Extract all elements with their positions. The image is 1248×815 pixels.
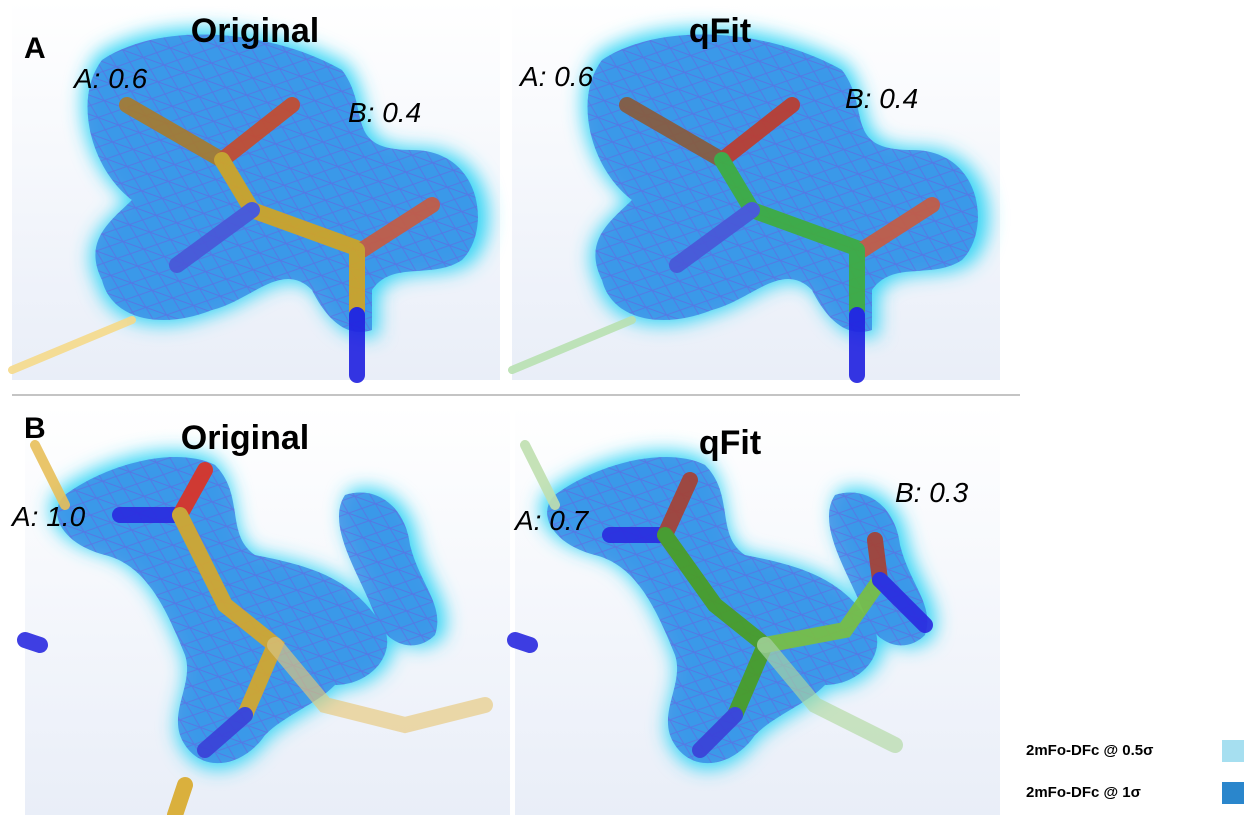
view-title: Original bbox=[181, 419, 309, 457]
view-image bbox=[25, 405, 510, 815]
occupancy-label: A: 0.6 bbox=[72, 63, 148, 94]
legend-label: 2mFo-DFc @ 1σ bbox=[1026, 784, 1141, 801]
legend: 2mFo-DFc @ 0.5σ 2mFo-DFc @ 1σ bbox=[1026, 740, 1244, 804]
legend-swatch bbox=[1222, 740, 1244, 762]
occupancy-label: A: 1.0 bbox=[10, 501, 86, 532]
occupancy-label: B: 0.4 bbox=[845, 83, 918, 114]
figure: A Original A: 0.6 B: 0.4 qFit A: 0.6 B: … bbox=[0, 0, 1248, 815]
panel-label: A bbox=[24, 32, 46, 65]
view-title: qFit bbox=[699, 424, 761, 462]
occupancy-label: A: 0.7 bbox=[513, 505, 590, 536]
view-image bbox=[12, 0, 500, 380]
panel-label: B bbox=[24, 412, 46, 445]
view-image bbox=[515, 405, 1000, 815]
view-image bbox=[512, 0, 1000, 380]
legend-label: 2mFo-DFc @ 0.5σ bbox=[1026, 742, 1153, 759]
occupancy-label: B: 0.3 bbox=[895, 477, 969, 508]
occupancy-label: B: 0.4 bbox=[348, 97, 421, 128]
view-title: Original bbox=[191, 12, 319, 50]
view-title: qFit bbox=[689, 12, 751, 50]
occupancy-label: A: 0.6 bbox=[518, 61, 594, 92]
legend-swatch bbox=[1222, 782, 1244, 804]
